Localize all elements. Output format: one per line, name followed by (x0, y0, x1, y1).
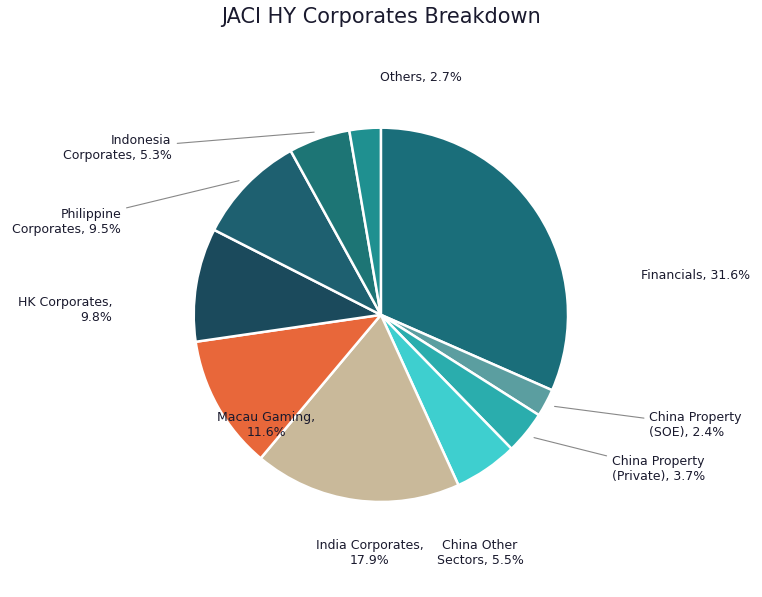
Title: JACI HY Corporates Breakdown: JACI HY Corporates Breakdown (221, 7, 541, 27)
Text: India Corporates,
17.9%: India Corporates, 17.9% (316, 540, 424, 567)
Wedge shape (196, 315, 381, 458)
Text: Indonesia
Corporates, 5.3%: Indonesia Corporates, 5.3% (62, 132, 314, 162)
Text: China Property
(SOE), 2.4%: China Property (SOE), 2.4% (555, 407, 742, 439)
Text: Philippine
Corporates, 9.5%: Philippine Corporates, 9.5% (12, 181, 239, 236)
Wedge shape (214, 151, 381, 315)
Wedge shape (291, 130, 381, 315)
Text: China Property
(Private), 3.7%: China Property (Private), 3.7% (534, 438, 706, 483)
Text: Others, 2.7%: Others, 2.7% (379, 70, 462, 84)
Text: Macau Gaming,
11.6%: Macau Gaming, 11.6% (217, 411, 315, 439)
Wedge shape (261, 315, 459, 502)
Wedge shape (349, 128, 381, 315)
Text: China Other
Sectors, 5.5%: China Other Sectors, 5.5% (437, 540, 523, 567)
Text: Financials, 31.6%: Financials, 31.6% (641, 269, 750, 282)
Wedge shape (194, 230, 381, 342)
Wedge shape (381, 128, 568, 390)
Wedge shape (381, 315, 552, 415)
Wedge shape (381, 315, 539, 449)
Text: HK Corporates,
9.8%: HK Corporates, 9.8% (18, 297, 112, 324)
Wedge shape (381, 315, 511, 485)
